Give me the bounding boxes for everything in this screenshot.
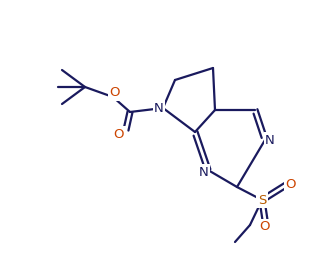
- Text: O: O: [286, 179, 296, 192]
- Text: N: N: [154, 102, 164, 115]
- Text: S: S: [258, 194, 266, 207]
- Text: N: N: [265, 134, 275, 147]
- Text: N: N: [199, 166, 209, 179]
- Text: O: O: [114, 128, 124, 140]
- Text: O: O: [259, 220, 269, 233]
- Text: O: O: [110, 87, 120, 100]
